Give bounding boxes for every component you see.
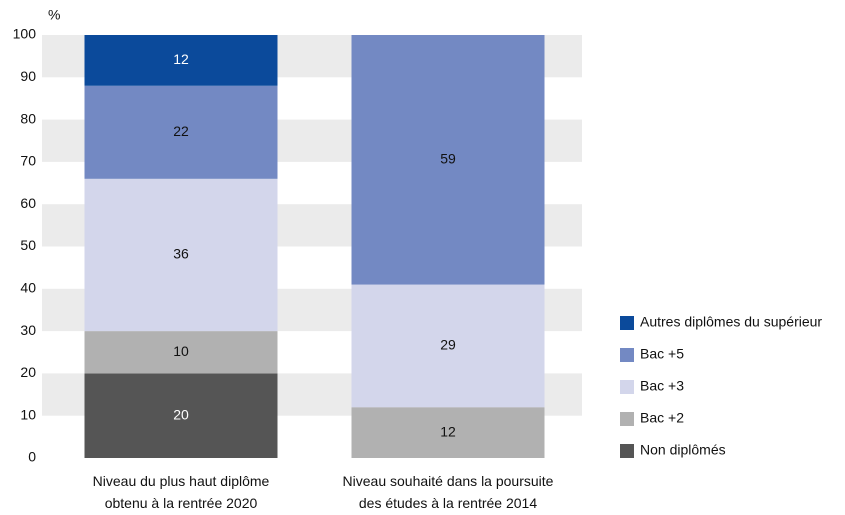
y-tick-label: 0 [28,449,36,465]
legend-swatch [620,380,634,394]
legend-swatch [620,412,634,426]
data-label: 59 [440,150,456,166]
bar-segment [84,35,278,86]
bar-segment [84,331,278,374]
y-tick-label: 90 [20,68,36,84]
data-label: 29 [440,337,456,353]
data-label: 22 [173,123,189,139]
legend-label: Bac +5 [640,346,684,362]
y-tick-label: 30 [20,322,36,338]
x-tick-label: Niveau souhaité dans la poursuite des étu… [343,473,554,511]
y-tick-label: 50 [20,237,36,253]
legend-swatch [620,348,634,362]
data-label: 12 [173,51,189,67]
y-tick-label: 60 [20,195,36,211]
legend-label: Bac +3 [640,378,684,394]
data-label: 20 [173,406,189,422]
data-label: 12 [440,423,456,439]
y-tick-label: 80 [20,110,36,126]
y-tick-label: 40 [20,280,36,296]
y-tick-label: 100 [13,26,37,42]
legend-label: Autres diplômes du supérieur [640,314,822,330]
bar-segment [351,407,545,458]
legend-label: Bac +2 [640,410,684,426]
bar-segment [351,284,545,408]
bar-segment [351,35,545,285]
y-unit: % [48,7,60,23]
y-tick-label: 70 [20,153,36,169]
x-tick-label: Niveau du plus haut diplôme obtenu à la r… [93,473,270,511]
bar-segment [84,373,278,458]
legend-swatch [620,444,634,458]
legend-swatch [620,316,634,330]
y-tick-label: 20 [20,364,36,380]
y-tick-label: 10 [20,406,36,422]
data-label: 36 [173,246,189,262]
data-label: 10 [173,343,189,359]
bar-segment [84,178,278,332]
legend-label: Non diplômés [640,442,726,458]
bar-segment [84,85,278,179]
